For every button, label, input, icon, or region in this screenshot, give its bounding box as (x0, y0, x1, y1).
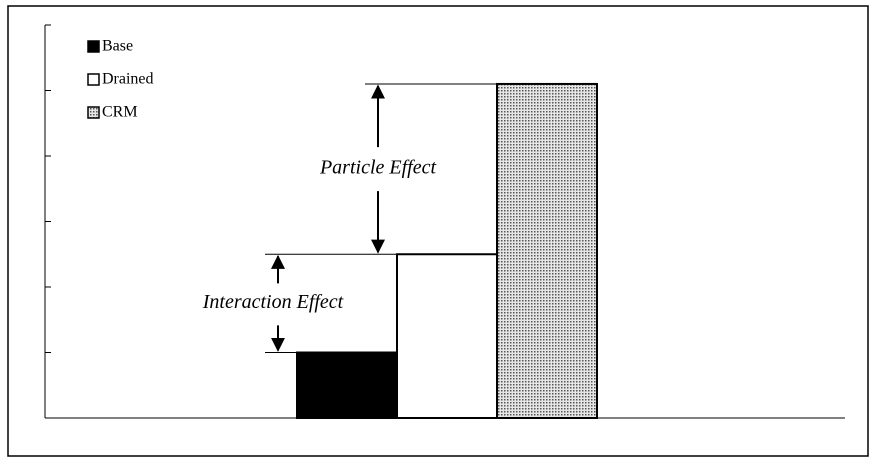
annotation: Interaction Effect (202, 291, 344, 313)
legend-label: Drained (102, 71, 154, 88)
bar (496, 82, 598, 419)
legend-label: CRM (102, 104, 138, 121)
frame (7, 5, 869, 457)
legend-swatch (87, 106, 100, 119)
legend-swatch (87, 40, 100, 53)
legend-swatch (87, 73, 100, 86)
annotation: Particle Effect (319, 157, 437, 179)
bar (396, 253, 498, 419)
bar (296, 351, 398, 419)
legend-label: Base (102, 38, 133, 55)
